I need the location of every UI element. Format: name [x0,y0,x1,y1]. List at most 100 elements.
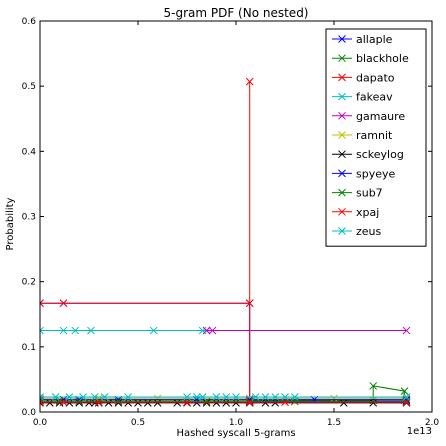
legend-label: spyeye [356,167,396,180]
legend-label: xpaj [356,206,379,219]
data-point [208,326,217,335]
y-tick-label: 0.6 [22,17,37,27]
data-point [51,393,60,401]
data-point [245,299,254,308]
data-point [40,299,44,308]
data-point [202,399,211,407]
data-point [339,399,348,407]
data-point [114,397,123,406]
legend-entry-blackhole: blackhole [332,52,409,65]
chart-title: 5-gram PDF (No nested) [163,6,308,20]
legend-marker [338,54,346,63]
series-gamaure [202,326,411,335]
data-point [71,326,80,335]
legend-label: blackhole [356,52,409,65]
plot-area [40,77,411,407]
legend-label: sub7 [356,187,383,200]
data-point [261,399,270,407]
data-point [100,393,109,401]
legend-label: allaple [356,33,393,46]
data-point [149,326,158,335]
data-point [281,393,289,401]
legend-marker [338,73,346,82]
data-point [87,326,95,335]
plot-frame [39,20,433,413]
data-point [59,299,68,308]
legend-entry-gamaure: gamaure [332,110,405,123]
series-xpaj [40,398,411,407]
data-point [45,399,54,407]
legend-marker [338,169,346,178]
data-point [65,393,74,401]
x-tick-label: 0.5 [131,418,145,428]
x-axis-offset-label: 1e13 [407,426,432,437]
data-point [198,393,207,401]
data-point [400,387,409,396]
x-tick-label: 1.0 [229,418,244,428]
data-point [40,326,44,335]
legend-entry-fakeav: fakeav [332,91,393,104]
data-point [369,382,378,390]
legend-marker [338,207,346,216]
data-point [143,399,152,407]
data-point [232,393,240,401]
x-tick-label: 1.5 [327,418,341,428]
legend-label: sckeylog [356,148,404,161]
data-point [222,393,231,401]
y-axis-label: Probability [5,197,16,250]
y-tick-label: 0.2 [22,278,36,288]
data-point [261,393,270,401]
data-point [59,326,68,335]
data-point [245,77,254,86]
data-point [271,393,280,401]
series-zeus [40,393,411,401]
data-point [251,393,260,401]
data-point [290,393,299,401]
data-point [212,393,221,401]
legend-box [325,28,427,247]
y-tick-label: 0.3 [22,213,36,223]
axis-ticks: 0.0 0.5 1.0 1.5 2.0 0.0 0.1 0.2 0.3 0.4 0.5 0.6 [22,17,440,428]
data-point [402,326,411,335]
legend-marker [338,150,346,159]
data-point [183,393,191,401]
data-point [202,326,211,335]
data-point [212,399,221,407]
legend-marker [338,92,346,101]
data-point [173,399,182,407]
data-point [91,393,99,401]
x-tick-label: 2.0 [425,418,440,428]
data-point [114,399,123,407]
data-point [79,393,87,401]
legend-label: fakeav [356,91,393,104]
data-point [369,399,378,407]
legend-label: dapato [356,71,395,84]
legend-entry-allaple: allaple [332,33,393,46]
data-point [198,326,207,335]
legend-marker [338,188,346,197]
data-point [222,399,231,407]
series-layer [40,77,411,407]
data-point [192,399,201,407]
legend-entry-spyeye: spyeye [332,167,396,180]
data-point [402,393,411,401]
y-tick-label: 0.1 [22,343,36,353]
data-point [40,393,44,401]
legend-entry-ramnit: ramnit [332,129,393,142]
legend-marker [338,131,346,139]
legend-marker [338,35,346,43]
legend-marker [338,111,346,120]
legend-entry-xpaj: xpaj [332,206,379,219]
legend-entry-sckeylog: sckeylog [332,148,404,161]
x-axis-label: Hashed syscall 5-grams [176,428,295,439]
legend-label: zeus [356,225,382,238]
legend-marker [338,227,346,235]
data-point [124,399,133,407]
data-point [271,399,280,407]
data-point [75,399,84,407]
legend-entry-sub7: sub7 [332,187,383,200]
legend-entry-zeus: zeus [332,225,382,238]
data-point [153,399,162,407]
data-point [192,393,201,401]
